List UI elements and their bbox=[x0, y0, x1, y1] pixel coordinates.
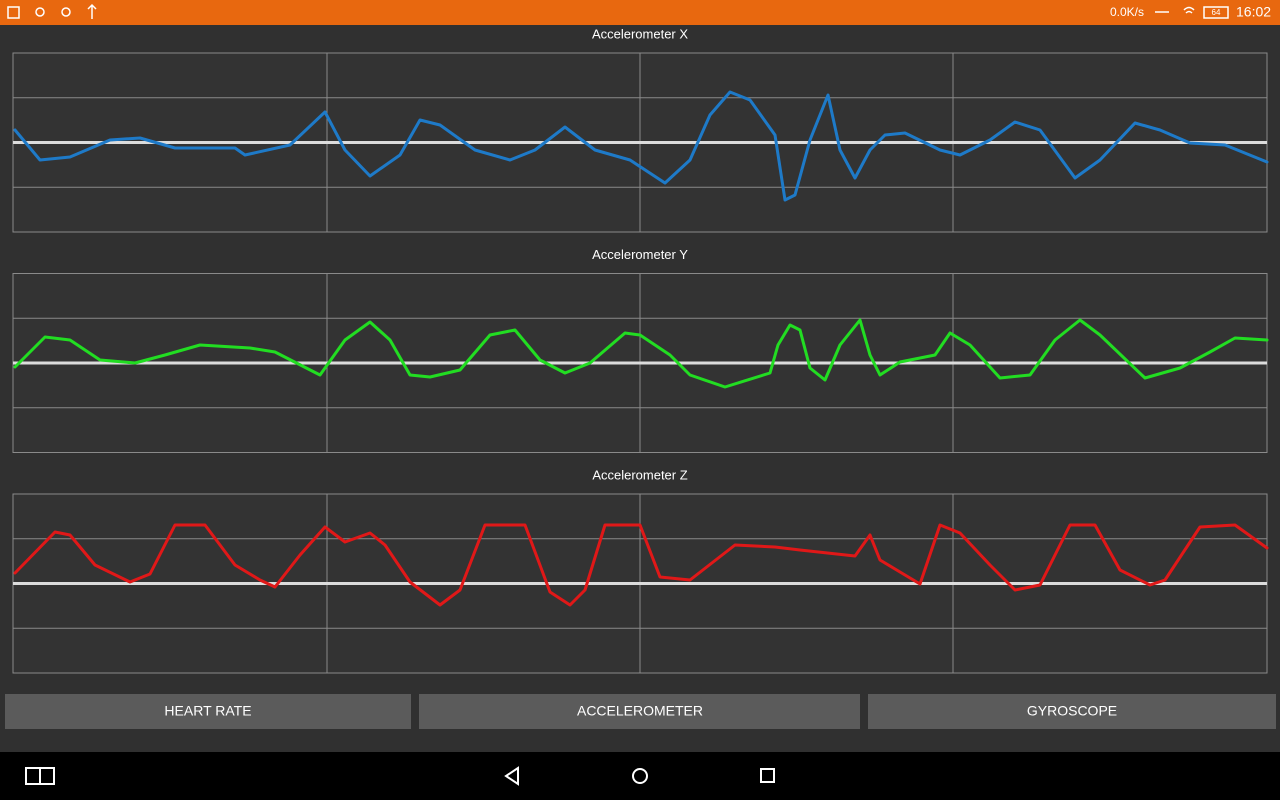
nav-icons bbox=[25, 766, 775, 786]
button-bg bbox=[419, 694, 860, 729]
nav-bar bbox=[0, 752, 1280, 800]
chart-title: Accelerometer Z bbox=[592, 467, 687, 482]
charts: Accelerometer X Accelerometer Y Accelerome… bbox=[12, 26, 1269, 674]
chart-title: Accelerometer Y bbox=[592, 247, 688, 262]
button-bar: HEART RATE ACCELEROMETER GYROSCOPE bbox=[5, 694, 1276, 729]
waveform bbox=[13, 90, 1269, 202]
status-icons bbox=[7, 3, 1229, 19]
clock: 16:02 bbox=[1236, 4, 1271, 20]
battery-level: 64 bbox=[1212, 8, 1221, 17]
button-bg bbox=[868, 694, 1276, 729]
waveform bbox=[13, 523, 1269, 607]
waveform bbox=[13, 318, 1269, 389]
button-bg bbox=[5, 694, 411, 729]
button[interactable]: GYROSCOPE bbox=[1027, 703, 1117, 719]
status-bar bbox=[0, 0, 1280, 25]
button[interactable]: HEART RATE bbox=[164, 703, 251, 719]
button[interactable]: ACCELEROMETER bbox=[577, 703, 703, 719]
net-speed: 0.0K/s bbox=[1110, 5, 1144, 19]
chart-title: Accelerometer X bbox=[592, 26, 688, 41]
